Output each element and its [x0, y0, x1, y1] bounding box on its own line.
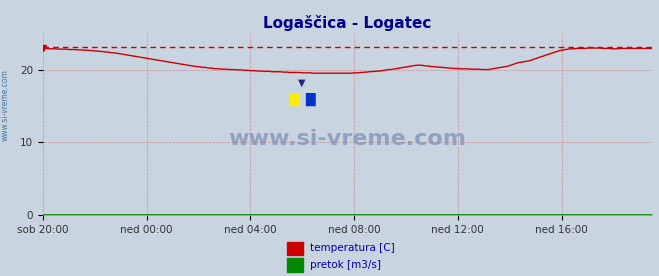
Text: █: █ — [289, 93, 299, 106]
Title: Logaščica - Logatec: Logaščica - Logatec — [264, 15, 432, 31]
Text: pretok [m3/s]: pretok [m3/s] — [310, 260, 381, 270]
Text: ▼: ▼ — [298, 78, 306, 88]
Text: temperatura [C]: temperatura [C] — [310, 243, 395, 253]
Text: www.si-vreme.com: www.si-vreme.com — [1, 69, 10, 141]
Text: www.si-vreme.com: www.si-vreme.com — [229, 129, 467, 149]
Text: █: █ — [305, 93, 314, 106]
